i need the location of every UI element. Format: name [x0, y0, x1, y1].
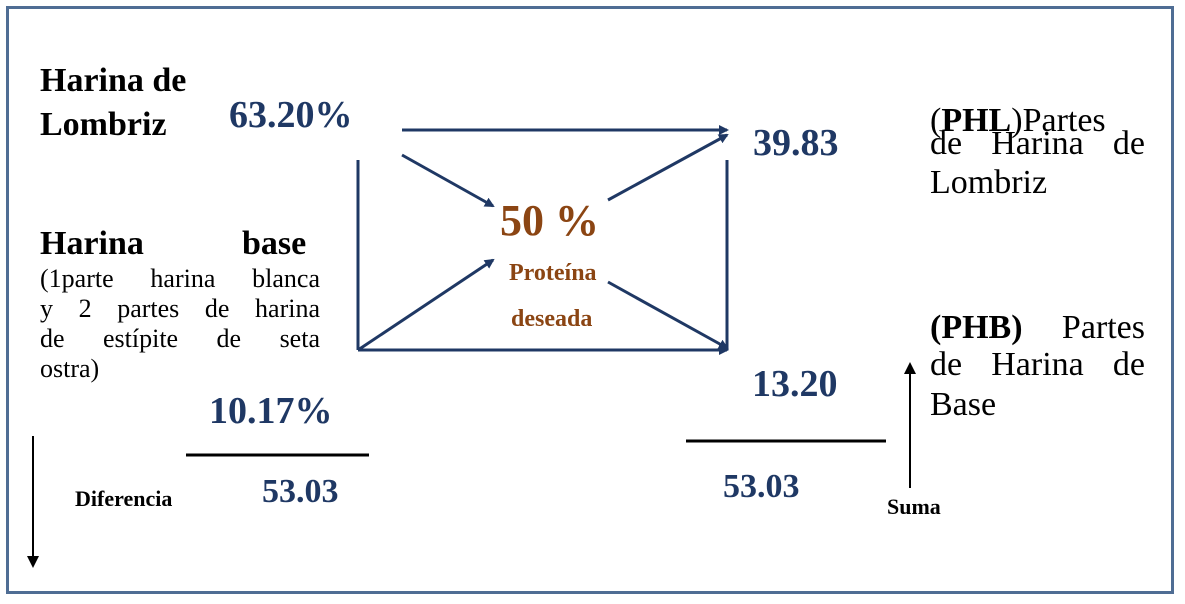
phl-parts-value: 39.83	[753, 122, 839, 164]
phl-description-line2-wrap: de Harina de	[930, 124, 1145, 164]
base-description-line: y 2 partes de harina	[40, 294, 320, 323]
base-protein-value: 10.17%	[209, 390, 333, 432]
phb-text-line1: Partes	[1061, 309, 1145, 346]
phb-description-line1: (PHB) Partes	[930, 309, 1145, 347]
lombriz-label-line1: Harina de	[40, 62, 187, 99]
target-label-line2: deseada	[511, 306, 593, 332]
lombriz-label-line2: Lombriz	[40, 106, 167, 143]
sum-label: Suma	[887, 494, 941, 519]
phl-text-line2: de Harina de	[930, 125, 1145, 162]
target-to-phb-arrow	[607, 280, 729, 350]
phl-text-line3: Lombriz	[930, 164, 1048, 201]
phb-parts-value: 13.20	[752, 363, 838, 405]
difference-label: Diferencia	[75, 486, 173, 511]
difference-value: 53.03	[262, 473, 339, 510]
sum-value: 53.03	[723, 468, 800, 505]
phb-text-line3: Base	[930, 386, 997, 423]
phb-abbr: (PHB)	[930, 309, 1023, 346]
base-description: (1parte harina blanca y 2 partes de hari…	[40, 264, 320, 384]
lombriz-protein-value: 63.20%	[229, 94, 353, 136]
base-to-target-arrow	[357, 258, 495, 352]
diagram-frame	[6, 6, 1174, 594]
phb-text-line2: de Harina de	[930, 346, 1145, 383]
phl-description-line1: (PHL)Partes	[930, 102, 1106, 139]
base-description-line: (1parte harina blanca	[40, 264, 320, 293]
base-label-word2: base	[242, 225, 307, 262]
phl-abbr: PHL	[941, 102, 1012, 139]
lombriz-to-target-arrow	[401, 153, 495, 208]
target-to-phl-arrow	[607, 133, 729, 202]
target-label-line1: Proteína	[509, 260, 597, 286]
base-label-word1: Harina	[40, 225, 144, 262]
phl-text-line1: Partes	[1022, 102, 1106, 139]
target-protein-value: 50 %	[500, 196, 599, 245]
base-description-line: de estípite de seta	[40, 324, 320, 353]
phl-description-rest	[930, 120, 1145, 122]
base-description-line: ostra)	[40, 354, 100, 383]
